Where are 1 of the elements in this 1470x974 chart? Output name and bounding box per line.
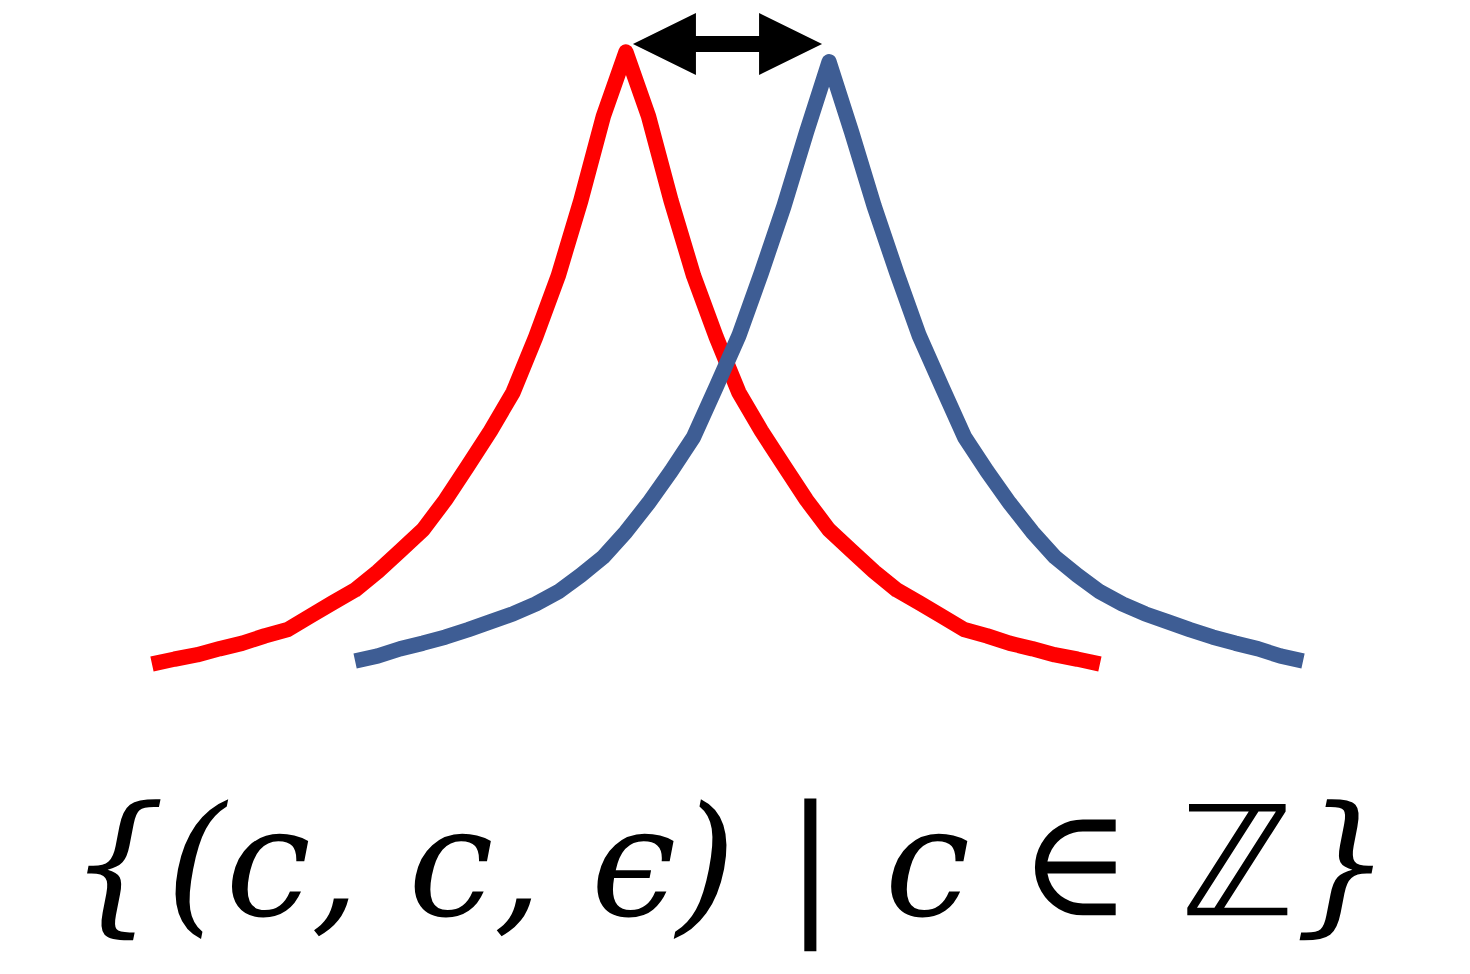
text: {(c, c, ϵ) | c ∈ ℤ} (87, 798, 1374, 952)
